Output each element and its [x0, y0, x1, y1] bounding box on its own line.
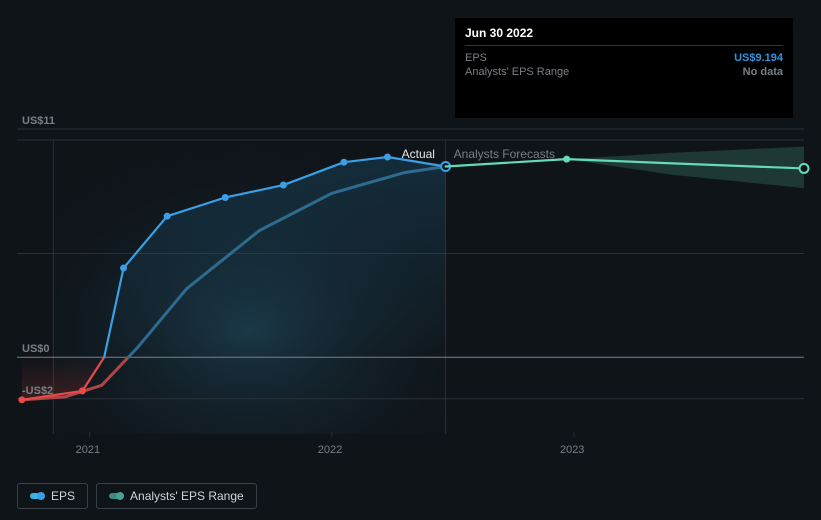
tooltip-value: US$9.194 [734, 52, 783, 64]
tooltip-row-range: Analysts' EPS Range No data [465, 65, 783, 79]
tooltip-row-eps: EPS US$9.194 [465, 51, 783, 65]
legend-swatch [30, 493, 44, 499]
x-tick-label: 2023 [560, 444, 584, 456]
tooltip-value: No data [743, 66, 783, 78]
x-tick-label: 2021 [76, 444, 100, 456]
x-tick-label: 2022 [318, 444, 342, 456]
tooltip-label: Analysts' EPS Range [465, 66, 569, 78]
y-tick-label: -US$2 [22, 385, 53, 397]
section-label-forecast: Analysts Forecasts [454, 147, 555, 161]
legend-item[interactable]: Analysts' EPS Range [96, 483, 257, 509]
chart-tooltip: Jun 30 2022 EPS US$9.194 Analysts' EPS R… [455, 18, 793, 118]
y-tick-label: US$0 [22, 343, 50, 355]
section-label-actual: Actual [402, 147, 435, 161]
legend-item[interactable]: EPS [17, 483, 88, 509]
eps-forecast-chart: US$11 US$0 -US$2 2021 2022 2023 Actual Analy… [0, 0, 821, 520]
chart-legend: EPS Analysts' EPS Range [17, 483, 257, 509]
legend-label: EPS [51, 489, 75, 503]
tooltip-label: EPS [465, 52, 487, 64]
y-tick-label: US$11 [22, 115, 55, 127]
legend-swatch [109, 493, 123, 499]
tooltip-date: Jun 30 2022 [465, 26, 783, 46]
legend-label: Analysts' EPS Range [130, 489, 244, 503]
